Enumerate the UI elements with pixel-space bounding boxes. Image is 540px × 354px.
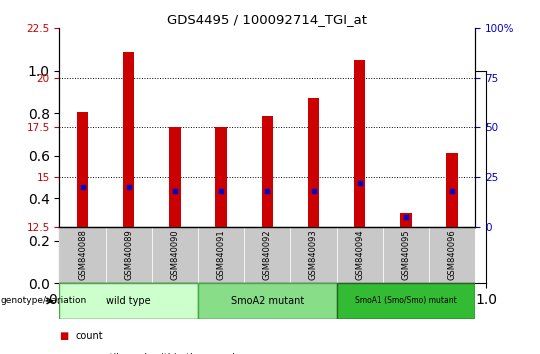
Bar [198,283,336,319]
Bar [215,127,227,227]
Point [78,184,87,190]
Text: GSM840096: GSM840096 [448,229,457,280]
Point [124,184,133,190]
Text: count: count [76,331,103,341]
Text: GSM840094: GSM840094 [355,229,364,280]
Text: GSM840089: GSM840089 [124,229,133,280]
Bar [308,98,319,227]
Bar [383,227,429,283]
Bar [400,213,411,227]
Text: genotype/variation: genotype/variation [1,296,87,306]
Text: GSM840092: GSM840092 [263,229,272,280]
Bar [106,227,152,283]
Point [402,214,410,219]
Point [355,180,364,186]
Text: ■: ■ [59,331,69,341]
Bar [59,227,106,283]
Bar [429,227,475,283]
Bar [336,227,383,283]
Text: GSM840090: GSM840090 [171,229,179,280]
Title: GDS4495 / 100092714_TGI_at: GDS4495 / 100092714_TGI_at [167,13,367,26]
Text: GSM840091: GSM840091 [217,229,226,280]
Text: ■: ■ [59,353,69,354]
Bar [354,60,366,227]
Bar [336,283,475,319]
Point [309,188,318,194]
Bar [59,283,198,319]
Point [217,188,225,194]
Bar [198,227,244,283]
Bar [152,227,198,283]
Bar [244,227,291,283]
Bar [447,153,458,227]
Text: wild type: wild type [106,296,151,306]
Text: GSM840088: GSM840088 [78,229,87,280]
Bar [169,127,181,227]
Bar [77,112,88,227]
Text: GSM840095: GSM840095 [401,229,410,280]
Text: GSM840093: GSM840093 [309,229,318,280]
Text: SmoA2 mutant: SmoA2 mutant [231,296,304,306]
Bar [261,115,273,227]
Text: percentile rank within the sample: percentile rank within the sample [76,353,241,354]
Point [263,188,272,194]
Bar [291,227,336,283]
Text: SmoA1 (Smo/Smo) mutant: SmoA1 (Smo/Smo) mutant [355,296,457,306]
Point [171,188,179,194]
Point [448,188,456,194]
Bar [123,52,134,227]
